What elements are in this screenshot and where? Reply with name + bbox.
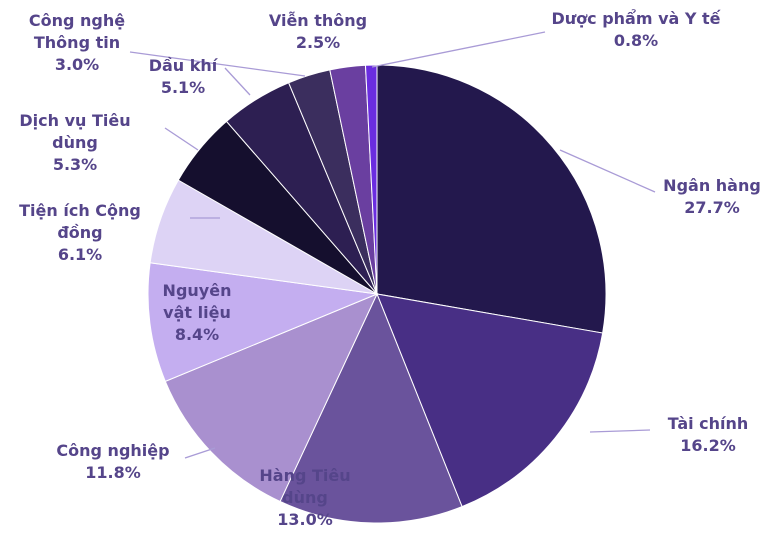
leader-line xyxy=(164,127,199,151)
leader-line xyxy=(184,447,216,459)
category-label: Dịch vụ Tiêu dùng xyxy=(19,111,131,152)
category-label: Ngân hàng xyxy=(663,176,761,195)
category-label: Tiện ích Cộng đồng xyxy=(19,201,141,242)
value-label: 3.0% xyxy=(54,55,100,74)
value-label: 6.1% xyxy=(57,245,103,264)
slice-label: Công nghiệp 11.8% xyxy=(38,440,188,484)
leader-line xyxy=(224,67,251,96)
value-label: 2.5% xyxy=(295,33,341,52)
slice-label: Dịch vụ Tiêu dùng 5.3% xyxy=(0,110,155,176)
pie-slice xyxy=(376,293,604,508)
value-label: 0.8% xyxy=(613,31,659,50)
value-label: 5.3% xyxy=(52,155,98,174)
pie-slice xyxy=(279,292,463,524)
category-label: Viễn thông xyxy=(268,11,368,30)
leader-line xyxy=(129,51,306,77)
slice-label: Ngân hàng 27.7% xyxy=(647,175,771,219)
value-label: 27.7% xyxy=(684,198,740,217)
category-label: Hàng Tiêu dùng xyxy=(259,466,351,507)
slice-label: Viễn thông 2.5% xyxy=(258,10,378,54)
slice-label: Công nghệ Thông tin 3.0% xyxy=(20,10,135,76)
category-label: Công nghệ Thông tin xyxy=(28,11,126,52)
leader-line xyxy=(589,429,651,433)
pie-slice xyxy=(376,64,607,334)
category-label: Công nghiệp xyxy=(56,441,170,460)
value-label: 8.4% xyxy=(174,325,220,344)
category-label: Nguyên vật liệu xyxy=(162,281,232,322)
category-label: Dầu khí xyxy=(148,56,218,75)
pie-slice xyxy=(364,64,378,295)
leader-line xyxy=(559,149,656,193)
value-label: 5.1% xyxy=(160,78,206,97)
slice-label: Nguyên vật liệu 8.4% xyxy=(147,280,247,346)
value-label: 11.8% xyxy=(85,463,141,482)
slice-label: Tiện ích Cộng đồng 6.1% xyxy=(0,200,160,266)
value-label: 13.0% xyxy=(277,510,333,529)
category-label: Tài chính xyxy=(667,414,749,433)
slice-label: Dầu khí 5.1% xyxy=(133,55,233,99)
slice-label: Hàng Tiêu dùng 13.0% xyxy=(240,465,370,531)
value-label: 16.2% xyxy=(680,436,736,455)
pie-slice xyxy=(164,293,378,503)
slice-label: Tài chính 16.2% xyxy=(648,413,768,457)
category-label: Dược phẩm và Y tế xyxy=(551,9,721,28)
leader-line xyxy=(371,31,546,68)
pie-slice xyxy=(147,262,379,383)
slice-label: Dược phẩm và Y tế 0.8% xyxy=(551,8,721,52)
